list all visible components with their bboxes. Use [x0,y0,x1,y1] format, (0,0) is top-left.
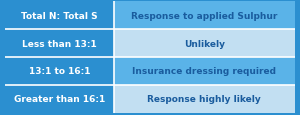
Bar [5,58,114,85]
Bar [114,85,295,113]
Bar [5,2,114,30]
Text: Response to applied Sulphur: Response to applied Sulphur [131,12,278,20]
Text: Response highly likely: Response highly likely [147,95,261,104]
Bar [114,58,295,85]
Text: Less than 13:1: Less than 13:1 [22,39,97,48]
Bar [5,30,114,58]
Text: Greater than 16:1: Greater than 16:1 [14,95,105,104]
Text: Insurance dressing required: Insurance dressing required [132,67,276,76]
Bar [114,2,295,30]
Text: Total N: Total S: Total N: Total S [21,12,98,20]
Text: Unlikely: Unlikely [184,39,225,48]
Bar [114,30,295,58]
Text: 13:1 to 16:1: 13:1 to 16:1 [29,67,90,76]
Bar [5,85,114,113]
